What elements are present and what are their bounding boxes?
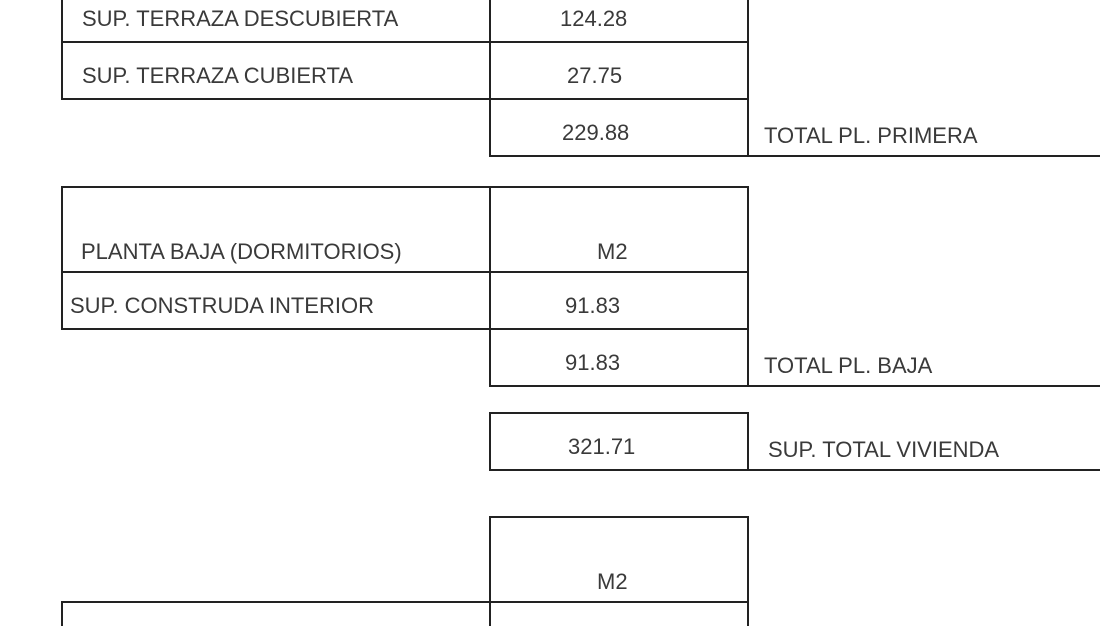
header-unit: M2	[597, 239, 628, 264]
divider	[61, 328, 749, 330]
total-value: 91.83	[565, 350, 621, 375]
divider	[489, 469, 1100, 471]
row-label: SUP. TERRAZA CUBIERTA	[82, 63, 354, 88]
row-label: SUP. TERRAZA DESCUBIERTA	[82, 6, 399, 31]
divider	[61, 601, 63, 626]
divider	[61, 41, 749, 43]
divider	[747, 0, 749, 157]
total-label: TOTAL PL. PRIMERA	[764, 123, 978, 148]
divider	[747, 516, 749, 626]
divider	[489, 516, 749, 518]
header-label: PLANTA BAJA (DORMITORIOS)	[81, 239, 402, 264]
divider	[747, 412, 749, 471]
divider	[489, 186, 491, 387]
divider	[61, 186, 749, 188]
divider	[489, 412, 749, 414]
row-value: 27.75	[567, 63, 623, 88]
divider	[489, 385, 1100, 387]
divider	[61, 98, 749, 100]
divider	[61, 271, 749, 273]
total-value: 229.88	[562, 120, 630, 145]
divider	[747, 186, 749, 387]
row-label: SUP. CONSTRUDA INTERIOR	[70, 293, 374, 318]
divider	[489, 412, 491, 471]
divider	[61, 601, 749, 603]
row-value: 124.28	[560, 6, 628, 31]
total-value: 321.71	[568, 434, 636, 459]
divider	[489, 0, 491, 157]
total-label: SUP. TOTAL VIVIENDA	[768, 437, 1000, 462]
total-label: TOTAL PL. BAJA	[764, 353, 933, 378]
divider	[489, 155, 1100, 157]
divider	[489, 516, 491, 626]
divider	[61, 186, 63, 330]
divider	[61, 0, 63, 100]
row-value: 91.83	[565, 293, 621, 318]
header-unit: M2	[597, 569, 628, 594]
